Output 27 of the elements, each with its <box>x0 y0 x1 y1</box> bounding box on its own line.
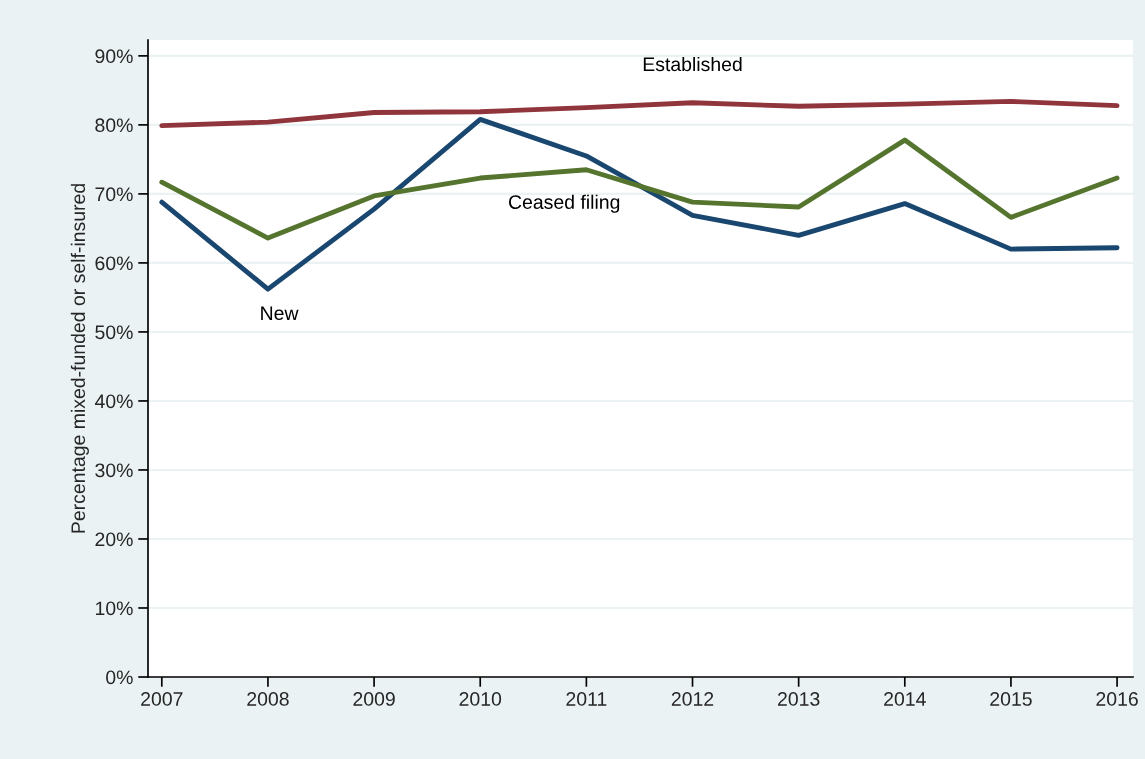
x-tick-label: 2011 <box>566 692 607 706</box>
series-label: Established <box>643 56 742 72</box>
x-tick-label: 2015 <box>990 692 1032 706</box>
series-label: Ceased filing <box>508 194 620 213</box>
y-axis-title: Percentage mixed-funded or self-insured <box>70 184 89 533</box>
y-tick-label: 60% <box>95 256 133 271</box>
y-tick-label: 20% <box>95 532 133 547</box>
x-tick-label: 2016 <box>1096 692 1138 706</box>
y-tick-label: 70% <box>95 187 133 202</box>
y-tick-label: 10% <box>95 601 133 616</box>
series-label: New <box>261 306 299 321</box>
y-tick-label: 50% <box>95 325 133 340</box>
y-tick-label: 30% <box>95 463 133 478</box>
x-tick-label: 2010 <box>459 692 502 706</box>
x-tick-label: 2007 <box>141 692 183 706</box>
y-tick-label: 90% <box>95 49 133 64</box>
line-series <box>159 137 1120 241</box>
y-tick-label: 80% <box>95 118 133 133</box>
x-tick-label: 2008 <box>247 692 289 706</box>
x-tick-label: 2014 <box>884 692 926 706</box>
y-tick-label: 0% <box>106 670 133 685</box>
line-series <box>159 116 1120 292</box>
y-tick-label: 40% <box>94 394 133 409</box>
x-tick-label: 2009 <box>353 692 395 706</box>
x-tick-label: 2013 <box>778 692 820 706</box>
x-tick-label: 2012 <box>671 692 714 706</box>
line-series <box>159 98 1120 129</box>
